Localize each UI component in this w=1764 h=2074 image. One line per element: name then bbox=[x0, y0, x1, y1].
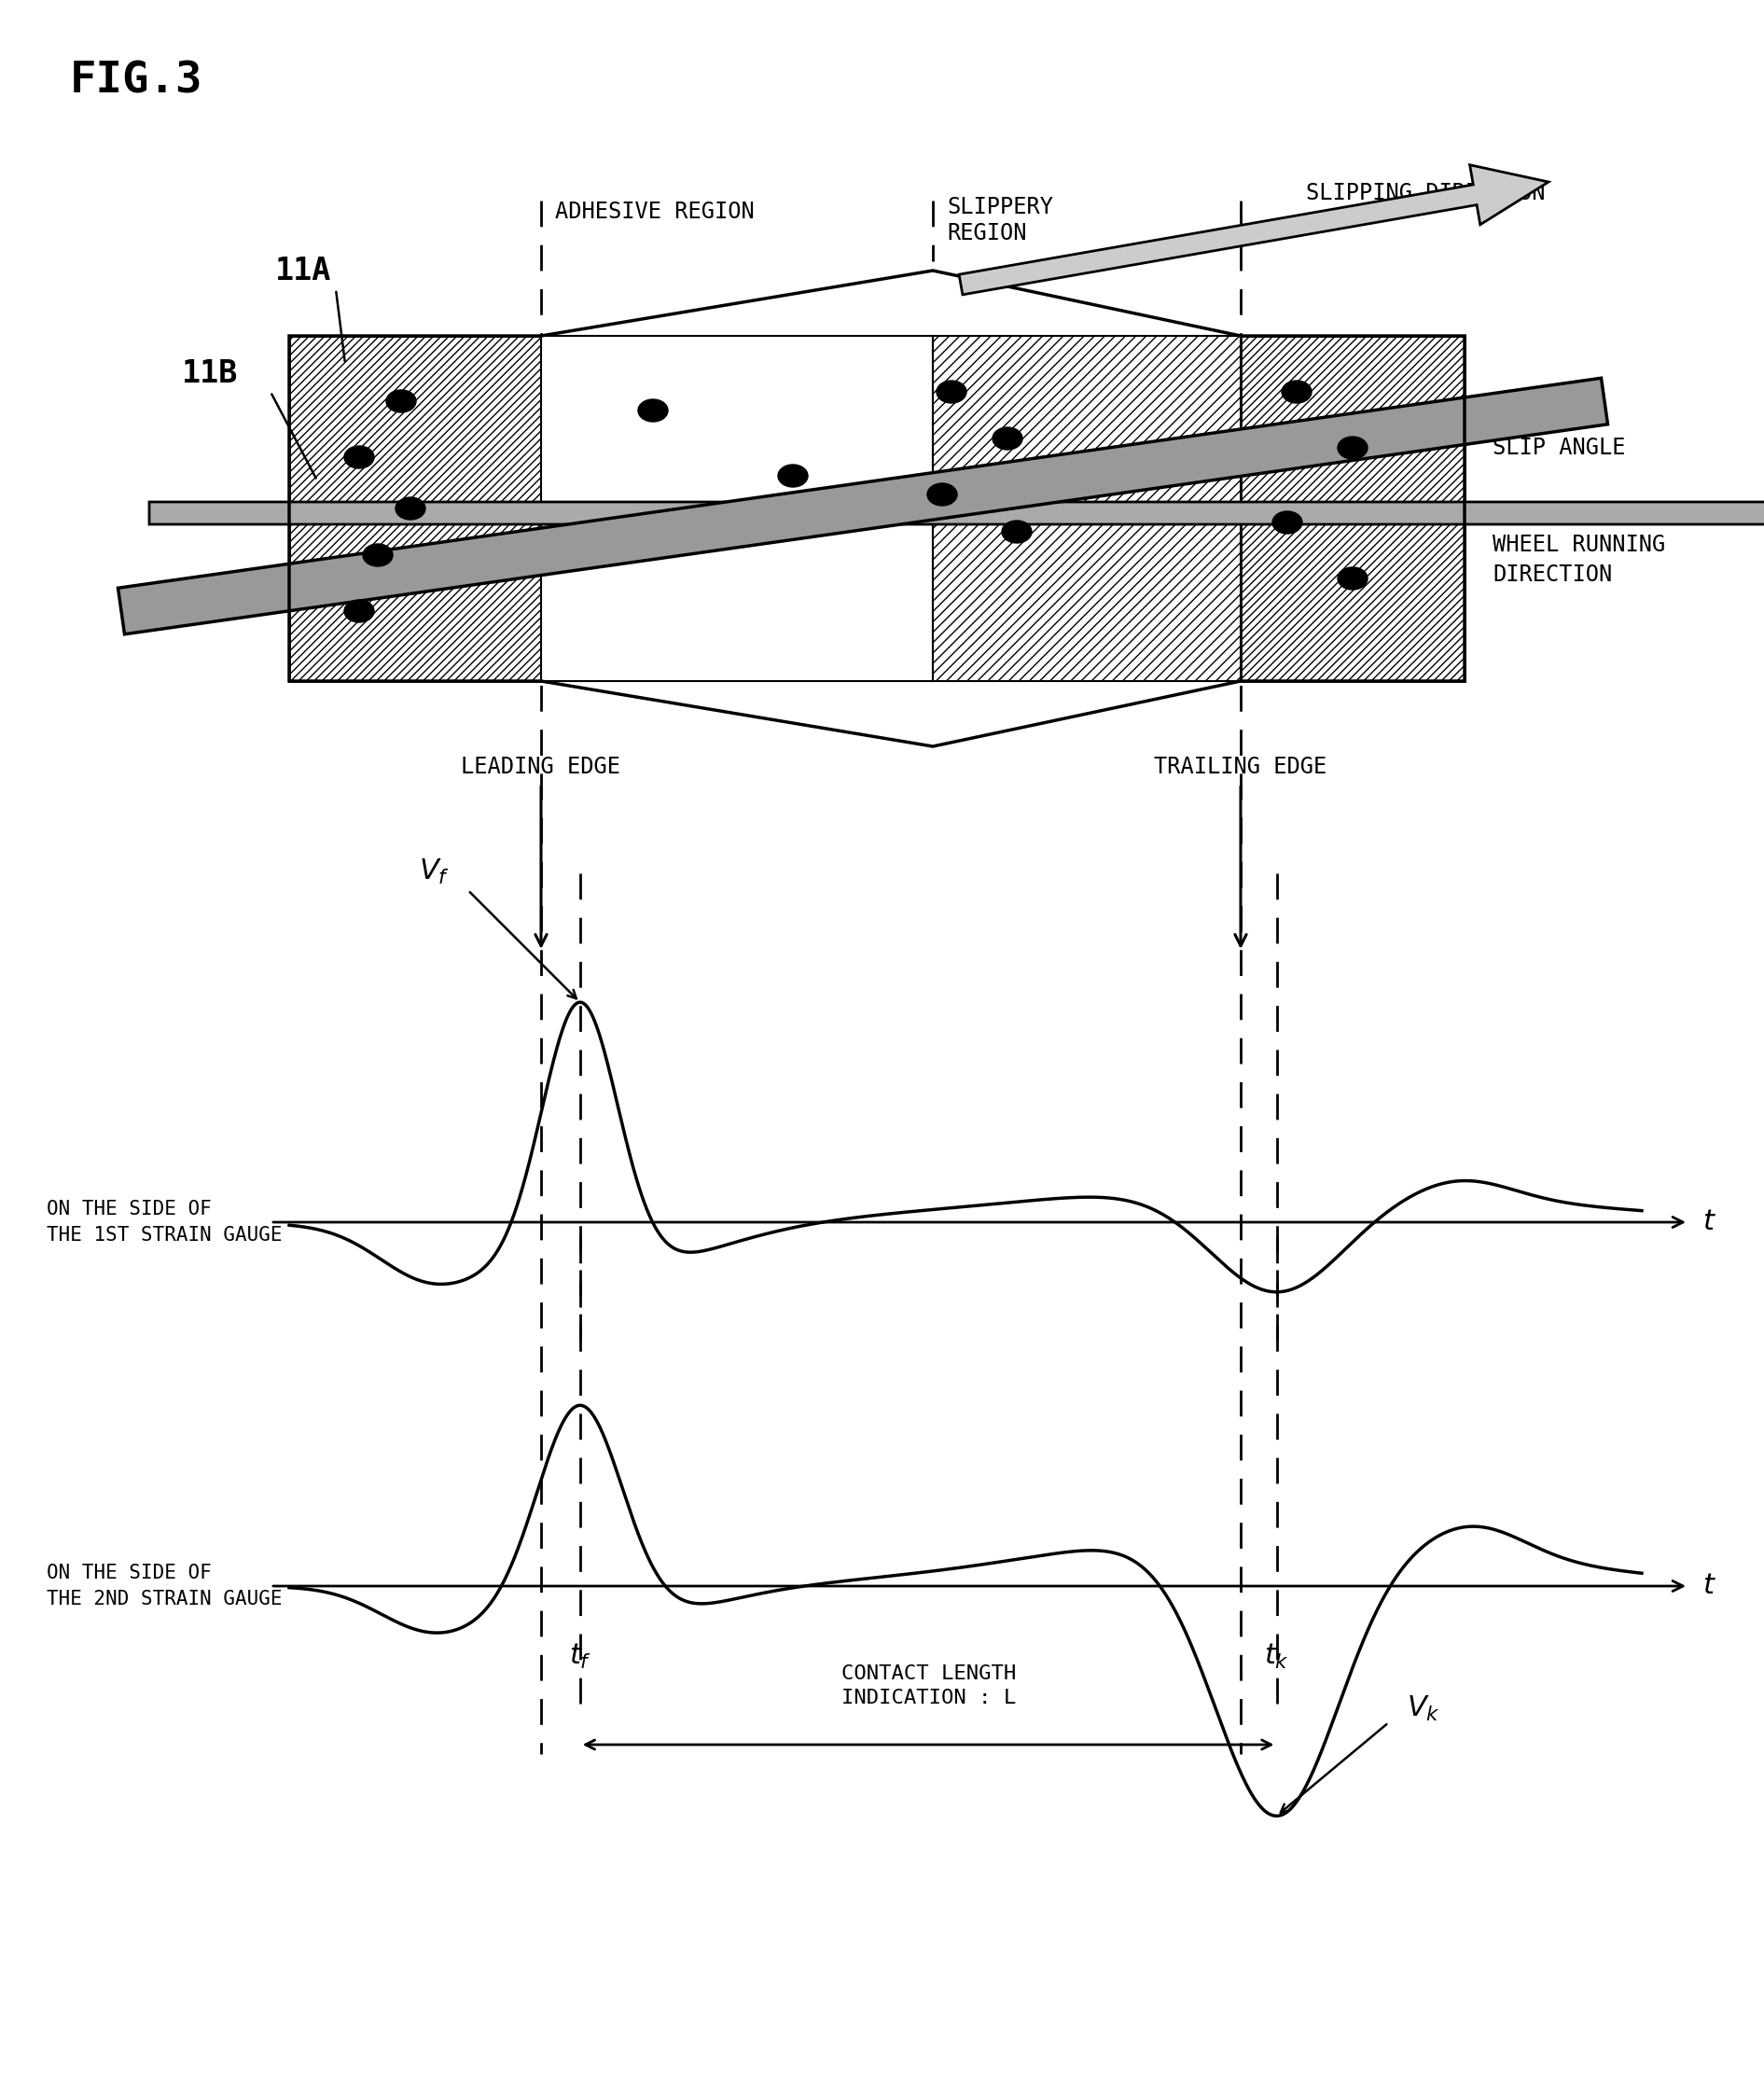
Polygon shape bbox=[1240, 336, 1464, 680]
Ellipse shape bbox=[363, 543, 393, 566]
Text: $V_f$: $V_f$ bbox=[418, 857, 450, 886]
Ellipse shape bbox=[1272, 512, 1302, 533]
Polygon shape bbox=[933, 336, 1240, 680]
Text: SLIPPERY
REGION: SLIPPERY REGION bbox=[947, 195, 1053, 245]
Text: ON THE SIDE OF
THE 1ST STRAIN GAUGE: ON THE SIDE OF THE 1ST STRAIN GAUGE bbox=[46, 1199, 282, 1244]
Ellipse shape bbox=[344, 599, 374, 622]
Text: SLIP ANGLE: SLIP ANGLE bbox=[1492, 438, 1625, 458]
Text: ADHESIVE REGION: ADHESIVE REGION bbox=[556, 201, 755, 224]
Ellipse shape bbox=[386, 390, 416, 413]
Text: $t$: $t$ bbox=[1702, 1572, 1716, 1599]
Text: WHEEL RUNNING
DIRECTION: WHEEL RUNNING DIRECTION bbox=[1492, 533, 1665, 585]
Text: CONTACT LENGTH
INDICATION : L: CONTACT LENGTH INDICATION : L bbox=[841, 1663, 1016, 1707]
Ellipse shape bbox=[993, 427, 1023, 450]
Text: $t_k$: $t_k$ bbox=[1265, 1643, 1289, 1672]
Polygon shape bbox=[289, 336, 542, 680]
FancyArrow shape bbox=[150, 483, 1764, 541]
Ellipse shape bbox=[1337, 438, 1367, 458]
FancyArrow shape bbox=[960, 166, 1549, 295]
Ellipse shape bbox=[1002, 521, 1032, 543]
Ellipse shape bbox=[937, 382, 967, 402]
Text: $t_f$: $t_f$ bbox=[568, 1643, 591, 1672]
Ellipse shape bbox=[344, 446, 374, 469]
Ellipse shape bbox=[395, 498, 425, 521]
Text: FIG.3: FIG.3 bbox=[71, 60, 203, 102]
Ellipse shape bbox=[1337, 568, 1367, 589]
Polygon shape bbox=[542, 336, 933, 680]
Text: $t$: $t$ bbox=[1702, 1209, 1716, 1236]
Text: LEADING EDGE: LEADING EDGE bbox=[462, 755, 621, 778]
Text: 11B: 11B bbox=[182, 359, 238, 388]
Polygon shape bbox=[118, 377, 1607, 635]
Ellipse shape bbox=[928, 483, 958, 506]
Text: $V_k$: $V_k$ bbox=[1408, 1694, 1441, 1723]
Text: ON THE SIDE OF
THE 2ND STRAIN GAUGE: ON THE SIDE OF THE 2ND STRAIN GAUGE bbox=[46, 1564, 282, 1609]
Ellipse shape bbox=[639, 400, 669, 421]
Ellipse shape bbox=[778, 465, 808, 487]
Text: TRAILING EDGE: TRAILING EDGE bbox=[1154, 755, 1327, 778]
Ellipse shape bbox=[1282, 382, 1312, 402]
Text: SLIPPING DIRECTION: SLIPPING DIRECTION bbox=[1305, 183, 1545, 205]
Text: 11A: 11A bbox=[275, 255, 332, 286]
